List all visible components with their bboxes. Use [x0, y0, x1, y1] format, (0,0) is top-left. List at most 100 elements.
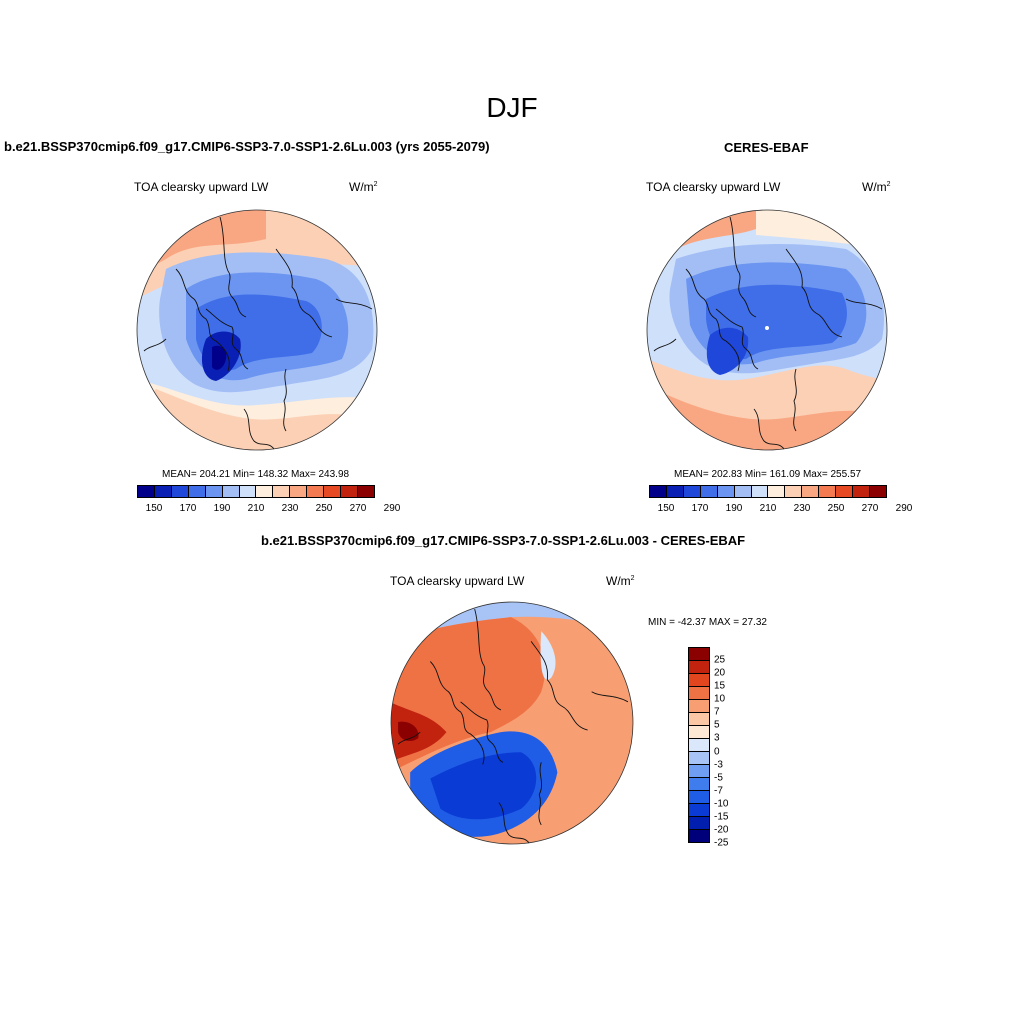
pole-missing-dot: [765, 326, 769, 330]
diff-colorbar: [688, 647, 710, 843]
colorbar-swatch: [256, 486, 274, 497]
coastlines: [397, 608, 629, 844]
coastlines: [653, 216, 883, 450]
colorbar-swatch: [689, 752, 709, 765]
colorbar-tick-label: 290: [895, 503, 913, 514]
colorbar-swatch: [689, 687, 709, 700]
colorbar-swatch: [154, 486, 172, 497]
model-colorbar-ticks: 150 170 190 210 230 250 270 290: [137, 503, 401, 515]
colorbar-swatch: [819, 486, 837, 497]
model-variable-label: TOA clearsky upward LW: [134, 180, 269, 194]
colorbar-tick-label: 210: [759, 503, 777, 514]
colorbar-swatch: [689, 830, 709, 842]
colorbar-swatch: [689, 765, 709, 778]
colorbar-swatch: [188, 486, 206, 497]
colorbar-tick-label: 190: [725, 503, 743, 514]
colorbar-tick-label: -5: [714, 772, 723, 784]
obs-units-label: W/m2: [862, 180, 891, 194]
colorbar-tick-label: -15: [714, 811, 729, 823]
colorbar-tick-label: 190: [213, 503, 231, 514]
colorbar-tick-label: 150: [145, 503, 163, 514]
colorbar-swatch: [689, 661, 709, 674]
colorbar-tick-label: 3: [714, 732, 720, 744]
field-cold-min: [212, 345, 227, 370]
obs-stats: MEAN= 202.83 Min= 161.09 Max= 255.57: [674, 469, 862, 480]
obs-colorbar-ticks: 150 170 190 210 230 250 270 290: [649, 503, 913, 515]
map-border: [646, 209, 888, 451]
colorbar-tick-label: 230: [793, 503, 811, 514]
diff-units-label: W/m2: [606, 574, 635, 588]
colorbar-tick-label: 15: [714, 680, 726, 692]
colorbar-swatch: [273, 486, 291, 497]
colorbar-swatch: [689, 778, 709, 791]
colorbar-swatch: [751, 486, 769, 497]
obs-colorbar: [649, 485, 887, 498]
field-cold-greenland: [706, 327, 749, 375]
colorbar-tick-label: 270: [861, 503, 879, 514]
colorbar-swatch: [689, 817, 709, 830]
colorbar-swatch: [853, 486, 870, 497]
colorbar-swatch: [689, 804, 709, 817]
colorbar-swatch: [869, 486, 886, 497]
model-panel-title: b.e21.BSSP370cmip6.f09_g17.CMIP6-SSP3-7.…: [4, 139, 490, 154]
diff-panel-title: b.e21.BSSP370cmip6.f09_g17.CMIP6-SSP3-7.…: [261, 533, 746, 548]
colorbar-swatch: [138, 486, 155, 497]
diff-variable-label: TOA clearsky upward LW: [390, 574, 525, 588]
colorbar-swatch: [689, 791, 709, 804]
colorbar-swatch: [666, 486, 684, 497]
colorbar-tick-label: 5: [714, 719, 720, 731]
colorbar-tick-label: 20: [714, 667, 726, 679]
colorbar-tick-label: 250: [315, 503, 333, 514]
colorbar-swatch: [205, 486, 223, 497]
colorbar-swatch: [239, 486, 257, 497]
colorbar-tick-label: 25: [714, 654, 726, 666]
colorbar-tick-label: -20: [714, 824, 729, 836]
colorbar-tick-label: 230: [281, 503, 299, 514]
colorbar-tick-label: -10: [714, 798, 729, 810]
colorbar-swatch: [222, 486, 240, 497]
field-neutral-strip: [540, 631, 556, 680]
colorbar-swatch: [357, 486, 374, 497]
diff-colorbar-ticks: 25 20 15 10 7 5 3 0 -3 -5 -7 -10 -15 -20 -25: [714, 647, 754, 849]
colorbar-swatch: [689, 713, 709, 726]
map-border: [390, 601, 634, 845]
diff-stats: MIN = -42.37 MAX = 27.32: [648, 617, 767, 628]
colorbar-swatch: [785, 486, 803, 497]
colorbar-tick-label: -25: [714, 837, 729, 849]
colorbar-tick-label: 170: [179, 503, 197, 514]
obs-panel-title: CERES-EBAF: [724, 140, 809, 155]
colorbar-swatch: [689, 700, 709, 713]
model-stats: MEAN= 204.21 Min= 148.32 Max= 243.98: [162, 469, 350, 480]
field-warm-max: [398, 721, 419, 742]
colorbar-swatch: [683, 486, 701, 497]
colorbar-tick-label: 10: [714, 693, 726, 705]
model-units-label: W/m2: [349, 180, 378, 194]
colorbar-swatch: [307, 486, 325, 497]
colorbar-tick-label: 290: [383, 503, 401, 514]
colorbar-tick-label: -7: [714, 785, 723, 797]
field-warm-hot: [391, 701, 447, 763]
colorbar-tick-label: 170: [691, 503, 709, 514]
colorbar-swatch: [341, 486, 358, 497]
colorbar-swatch: [650, 486, 667, 497]
colorbar-tick-label: 150: [657, 503, 675, 514]
figure-title: DJF: [486, 92, 538, 123]
colorbar-swatch: [700, 486, 718, 497]
colorbar-tick-label: 0: [714, 746, 720, 758]
obs-variable-label: TOA clearsky upward LW: [646, 180, 781, 194]
diff-polar-map: [390, 601, 634, 845]
colorbar-swatch: [802, 486, 820, 497]
model-colorbar: [137, 485, 375, 498]
colorbar-swatch: [836, 486, 854, 497]
colorbar-swatch: [768, 486, 786, 497]
colorbar-swatch: [689, 674, 709, 687]
colorbar-tick-label: 7: [714, 706, 720, 718]
colorbar-swatch: [689, 739, 709, 752]
colorbar-tick-label: -3: [714, 759, 723, 771]
colorbar-swatch: [324, 486, 342, 497]
field-warm-east: [541, 621, 633, 763]
map-border: [136, 209, 378, 451]
field-cool-core: [430, 752, 537, 820]
colorbar-swatch: [290, 486, 308, 497]
colorbar-swatch: [717, 486, 735, 497]
